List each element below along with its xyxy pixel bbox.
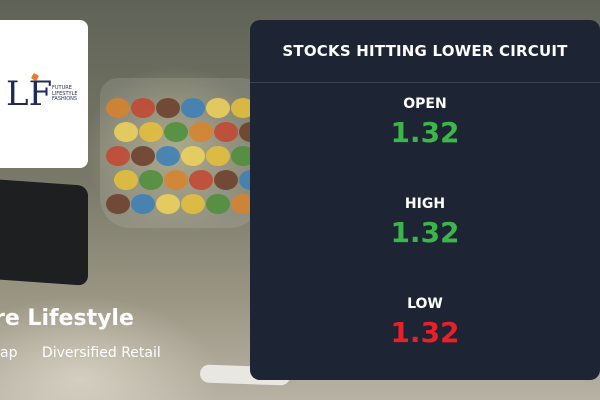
panel-title: STOCKS HITTING LOWER CIRCUIT (250, 20, 600, 83)
lower-circuit-panel: STOCKS HITTING LOWER CIRCUIT OPEN 1.32 H… (250, 20, 600, 380)
candy-photo (214, 170, 238, 190)
phone-photo (0, 178, 88, 286)
candy-photo (206, 194, 230, 214)
candy-photo (231, 194, 255, 214)
candy-photo (189, 170, 213, 190)
logo-letters: LF (6, 74, 53, 114)
candy-photo (181, 146, 205, 166)
candy-photo (106, 98, 130, 118)
candy-photo (189, 122, 213, 142)
company-meta: ap Diversified Retail (0, 345, 181, 361)
candy-photo (181, 194, 205, 214)
candy-photo (231, 146, 255, 166)
candy-photo (156, 146, 180, 166)
candy-jar-photo (100, 78, 263, 228)
stat-low: LOW 1.32 (250, 296, 600, 349)
candy-photo (139, 122, 163, 142)
stat-open: OPEN 1.32 (250, 96, 600, 149)
company-sector: Diversified Retail (41, 345, 161, 361)
candy-photo (206, 98, 230, 118)
candy-photo (131, 194, 155, 214)
candy-photo (231, 98, 255, 118)
company-logo: LF FUTURE LIFESTYLE FASHIONS (0, 72, 80, 114)
stat-high-value: 1.32 (390, 216, 460, 249)
candy-photo (214, 122, 238, 142)
candy-photo (106, 194, 130, 214)
stat-high-label: HIGH (404, 196, 446, 212)
candy-photo (156, 98, 180, 118)
logo-text: FUTURE LIFESTYLE FASHIONS (52, 85, 78, 102)
candy-photo (106, 146, 130, 166)
stat-high: HIGH 1.32 (250, 196, 600, 249)
company-logo-card: LF FUTURE LIFESTYLE FASHIONS (0, 20, 88, 168)
candy-photo (114, 122, 138, 142)
candy-photo (206, 146, 230, 166)
candy-photo (164, 170, 188, 190)
candy-photo (131, 146, 155, 166)
candy-photo (164, 122, 188, 142)
company-name: re Lifestyle (0, 306, 134, 331)
stat-low-label: LOW (407, 296, 443, 312)
company-market-cap: ap (0, 345, 18, 361)
stat-open-value: 1.32 (390, 116, 460, 149)
candy-photo (139, 170, 163, 190)
candy-photo (181, 98, 205, 118)
candy-photo (156, 194, 180, 214)
candy-photo (131, 98, 155, 118)
stat-open-label: OPEN (403, 96, 447, 112)
candy-photo (114, 170, 138, 190)
stat-low-value: 1.32 (390, 316, 460, 349)
